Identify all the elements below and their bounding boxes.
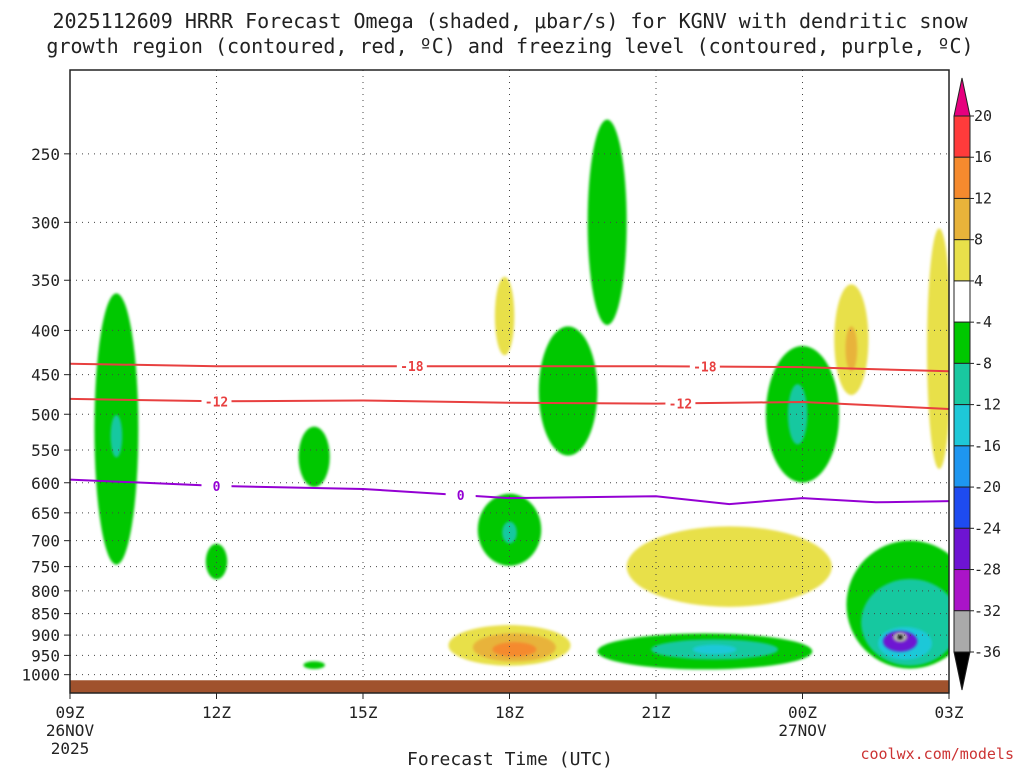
colorbar-label-12: 12 — [974, 189, 992, 207]
omega-cell-4-13 — [626, 526, 832, 607]
omega-cell--12-18 — [787, 384, 808, 445]
dgz-minus-12-label: -12 — [669, 397, 692, 412]
x-tick-year-09Z: 2025 — [51, 739, 90, 758]
terrain-bar — [70, 680, 949, 693]
dgz-minus-12-label: -12 — [205, 395, 228, 410]
freezing-level-label-bg — [445, 488, 476, 503]
dgz-minus-18-contour — [70, 362, 949, 373]
omega-cell--36-26 — [897, 635, 903, 640]
y-tick-label-300: 300 — [31, 213, 60, 232]
colorbar-segment-10 — [953, 486, 971, 529]
y-tick-label-550: 550 — [31, 441, 60, 460]
chart-title-line-1: 2025112609 HRRR Forecast Omega (shaded, … — [52, 9, 968, 33]
freezing-level-contour — [70, 478, 949, 506]
colorbar-segment-13 — [953, 610, 971, 653]
dgz-minus-12-label-bg — [201, 394, 232, 409]
freezing-level-label: 0 — [213, 480, 221, 495]
y-tick-label-900: 900 — [31, 626, 60, 645]
omega-cell--8-7 — [587, 119, 627, 326]
x-tick-date-00Z: 27NOV — [778, 721, 827, 740]
omega-cell--8-3 — [298, 426, 330, 488]
colorbar-segment-3 — [953, 197, 971, 241]
contours: 0 0 -12 -12 -18 -18 — [70, 359, 949, 506]
y-tick-label-600: 600 — [31, 474, 60, 493]
grid — [69, 70, 950, 693]
colorbar: 20 16 12 8 4 -4 -8 -12 -16 -20 -24 -28 -32 -36 — [953, 77, 1001, 691]
omega-cell-12-12 — [492, 642, 537, 657]
omega-cell--12-1 — [110, 414, 123, 458]
dgz-minus-18-label: -18 — [400, 360, 424, 375]
omega-cell--16-16 — [692, 644, 737, 655]
colorbar-label-4: 4 — [974, 272, 983, 290]
colorbar-segment-5 — [953, 280, 971, 323]
omega-cell-8-20 — [845, 326, 858, 372]
y-tick-label-350: 350 — [31, 271, 60, 290]
credit-text: coolwx.com/models — [860, 745, 1014, 763]
colorbar-segment-8 — [953, 404, 971, 447]
x-tick-label-12Z: 12Z — [202, 703, 231, 722]
dgz-minus-18-label-bg — [396, 359, 427, 374]
y-tick-label-450: 450 — [31, 366, 60, 385]
colorbar-segment-11 — [953, 527, 971, 571]
colorbar-label--12: -12 — [974, 396, 1001, 414]
omega-cell--8-2 — [205, 543, 228, 580]
colorbar-label--28: -28 — [974, 561, 1001, 579]
colorbar-label--16: -16 — [974, 437, 1001, 455]
y-tick-label-250: 250 — [31, 145, 60, 164]
colorbar-segment-2 — [953, 156, 971, 199]
y-axis: 250 300 350 400 450 500 550 600 650 700 750 800 850 9… — [21, 145, 70, 685]
colorbar-label--4: -4 — [974, 313, 992, 331]
colorbar-segment-12 — [953, 569, 971, 612]
y-tick-label-400: 400 — [31, 321, 60, 340]
y-tick-label-750: 750 — [31, 558, 60, 577]
colorbar-segment-1 — [953, 115, 971, 158]
dgz-minus-18-label-bg — [689, 359, 720, 374]
omega-cell--8-4 — [303, 661, 325, 670]
colorbar-segment-6 — [953, 321, 971, 364]
x-tick-label-18Z: 18Z — [495, 703, 524, 722]
y-tick-label-700: 700 — [31, 532, 60, 551]
colorbar-segment-7 — [953, 362, 971, 406]
x-tick-label-00Z: 00Z — [788, 703, 817, 722]
omega-shading — [94, 119, 949, 670]
x-tick-date-09Z: 26NOV — [46, 721, 95, 740]
omega-cell-4-5 — [494, 276, 515, 356]
omega-cell--8-6 — [538, 326, 598, 456]
x-tick-label-03Z: 03Z — [935, 703, 964, 722]
chart-title-line-2: growth region (contoured, red, ºC) and f… — [46, 34, 973, 58]
colorbar-label--8: -8 — [974, 354, 992, 372]
y-tick-label-650: 650 — [31, 504, 60, 523]
y-tick-label-950: 950 — [31, 646, 60, 665]
y-tick-label-500: 500 — [31, 405, 60, 424]
x-tick-label-15Z: 15Z — [349, 703, 378, 722]
colorbar-label-16: 16 — [974, 148, 992, 166]
freezing-level-label: 0 — [457, 489, 465, 504]
x-axis-title: Forecast Time (UTC) — [407, 749, 613, 768]
y-tick-label-800: 800 — [31, 582, 60, 601]
colorbar-label-8: 8 — [974, 231, 983, 249]
colorbar-bottom-triangle — [953, 651, 971, 691]
colorbar-label--36: -36 — [974, 643, 1001, 661]
colorbar-label--32: -32 — [974, 602, 1001, 620]
omega-cell-4-27 — [927, 228, 949, 469]
dgz-minus-18-label: -18 — [693, 361, 717, 376]
x-tick-label-21Z: 21Z — [642, 703, 671, 722]
colorbar-label-20: 20 — [974, 107, 992, 125]
y-tick-label-1000: 1000 — [21, 666, 60, 685]
freezing-level-label-bg — [201, 478, 232, 493]
dgz-minus-12-label-bg — [665, 396, 696, 411]
colorbar-segment-4 — [953, 239, 971, 282]
y-tick-label-850: 850 — [31, 605, 60, 624]
colorbar-label--24: -24 — [974, 519, 1001, 537]
colorbar-segment-9 — [953, 445, 971, 488]
colorbar-label--20: -20 — [974, 478, 1001, 496]
x-tick-label-09Z: 09Z — [56, 703, 85, 722]
